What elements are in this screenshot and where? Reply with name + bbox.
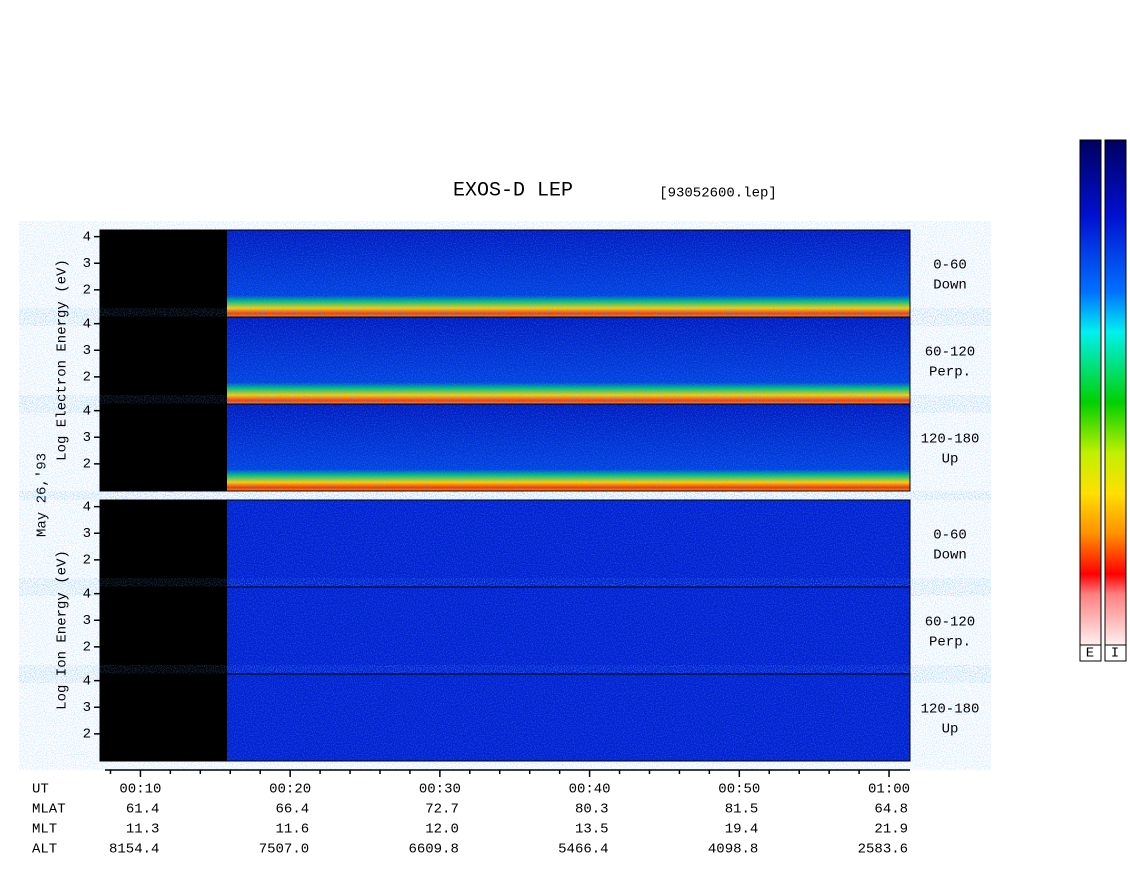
y-tick-label: 4: [83, 229, 91, 245]
spectrogram-noise: [100, 404, 910, 491]
ephemeris-value: 5466.4: [558, 842, 608, 858]
data-gap: [100, 500, 227, 587]
ephemeris-value: 19.4: [725, 822, 759, 838]
spectrogram-noise: [100, 587, 910, 674]
y-tick-label: 3: [83, 613, 91, 629]
data-gap: [100, 674, 227, 761]
panel-sublabel: Down: [933, 548, 967, 564]
spectrogram-noise: [100, 317, 910, 404]
panel-frame: [99, 673, 911, 762]
y-tick-label: 3: [83, 343, 91, 359]
y-tick-label: 2: [83, 727, 91, 743]
y-tick-label: 3: [83, 430, 91, 446]
ephemeris-value: 61.4: [126, 802, 160, 818]
y-tick-label: 2: [83, 553, 91, 569]
ephemeris-value: 80.3: [575, 802, 609, 818]
data-gap: [100, 587, 227, 674]
panel-sublabel: Up: [942, 452, 959, 468]
y-tick-label: 4: [83, 586, 91, 602]
y-tick-label: 4: [83, 673, 91, 689]
ephemeris-value: 72.7: [425, 802, 459, 818]
x-tick-label: 01:00: [868, 782, 910, 798]
y-tick-label: 4: [83, 403, 91, 419]
ephemeris-value: 11.6: [276, 822, 310, 838]
y-tick-label: 2: [83, 283, 91, 299]
ephemeris-value: 4098.8: [708, 842, 758, 858]
panel-sublabel: Perp.: [929, 365, 971, 381]
subtitle: [93052600.lep]: [659, 186, 777, 202]
y-tick-label: 4: [83, 499, 91, 515]
x-tick-label: 00:30: [419, 782, 461, 798]
ephemeris-name: ALT: [32, 842, 57, 858]
spectrogram-noise: [100, 500, 910, 587]
chart-title: EXOS-D LEP: [453, 179, 573, 202]
ephemeris-value: 21.9: [874, 822, 908, 838]
y-tick-label: 2: [83, 370, 91, 386]
colorbar-label: E: [1086, 646, 1094, 662]
panel-sublabel: Perp.: [929, 635, 971, 651]
data-gap: [100, 404, 227, 491]
colorbar-label: I: [1111, 646, 1119, 662]
ephemeris-value: 66.4: [276, 802, 310, 818]
panel-label: 60-120: [925, 345, 975, 361]
y-axis-label: Log Ion Energy (eV): [55, 550, 71, 710]
y-tick-label: 2: [83, 640, 91, 656]
spectrogram-noise: [100, 230, 910, 317]
ephemeris-value: 64.8: [874, 802, 908, 818]
y-axis-label: Log Electron Energy (eV): [55, 259, 71, 461]
ephemeris-value: 2583.6: [858, 842, 908, 858]
panel-sublabel: Up: [942, 722, 959, 738]
spectrogram-noise: [100, 674, 910, 761]
x-tick-label: 00:10: [119, 782, 161, 798]
ephemeris-value: 7507.0: [259, 842, 309, 858]
panel-label: 120-180: [921, 702, 980, 718]
date-label: May 26,'93: [35, 453, 51, 537]
ephemeris-name: MLT: [32, 822, 57, 838]
y-tick-label: 3: [83, 256, 91, 272]
x-tick-label: 00:40: [569, 782, 611, 798]
panel-label: 0-60: [933, 528, 967, 544]
data-gap: [100, 317, 227, 404]
x-tick-label: 00:50: [718, 782, 760, 798]
ephemeris-value: 13.5: [575, 822, 609, 838]
panel-sublabel: Down: [933, 278, 967, 294]
panel-label: 0-60: [933, 258, 967, 274]
x-tick-label: 00:20: [269, 782, 311, 798]
panel-label: 60-120: [925, 615, 975, 631]
y-tick-label: 3: [83, 700, 91, 716]
ephemeris-name: MLAT: [32, 802, 66, 818]
ephemeris-value: 8154.4: [109, 842, 159, 858]
ephemeris-name: UT: [32, 782, 49, 798]
panel-frame: [99, 403, 911, 492]
ephemeris-value: 6609.8: [408, 842, 458, 858]
y-tick-label: 3: [83, 526, 91, 542]
y-tick-label: 4: [83, 316, 91, 332]
ephemeris-value: 11.3: [126, 822, 160, 838]
data-gap: [100, 230, 227, 317]
y-tick-label: 2: [83, 457, 91, 473]
ephemeris-value: 81.5: [725, 802, 759, 818]
colorbar: E I: [1079, 139, 1127, 662]
panel-label: 120-180: [921, 432, 980, 448]
ephemeris-value: 12.0: [425, 822, 459, 838]
